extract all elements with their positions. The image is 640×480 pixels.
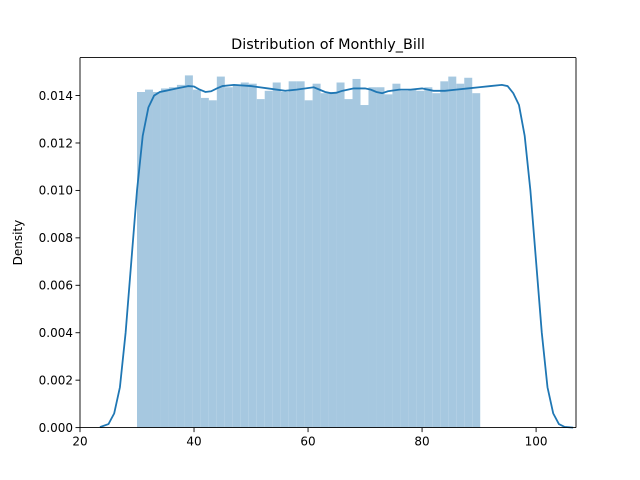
y-tick-label: 0.014 [39,89,73,103]
y-tick-label: 0.002 [39,373,73,387]
histogram-bar [416,90,425,428]
histogram-bar [304,100,313,428]
histogram-bar [200,97,209,428]
histogram-bar [312,83,321,428]
histogram-bar [464,77,473,428]
x-tick-label: 40 [186,435,201,449]
axes-frame [79,57,577,429]
histogram-bar [376,87,385,428]
histogram-bar [296,81,305,428]
y-tick-label: 0.004 [39,326,73,340]
histogram-bar [137,91,145,428]
chart-title: Distribution of Monthly_Bill [231,37,425,53]
histogram-bar [424,87,433,428]
y-axis-ticks: 0.000 0.002 0.004 0.006 0.008 0.010 0.012 0.014 [39,89,80,435]
x-tick-label: 80 [414,435,429,449]
y-tick-label: 0.006 [39,279,73,293]
histogram-bar [408,89,417,428]
histogram-bar [224,87,233,428]
histogram-bars [137,75,481,428]
histogram-bar [192,89,201,428]
histogram-bar [320,93,329,428]
histogram-bar [168,87,177,428]
histogram-bar [456,83,465,428]
histogram-bar [216,76,225,428]
histogram-bar [440,81,449,428]
histogram-bar [472,93,481,428]
histogram-bar [144,89,153,428]
histogram-bar [240,82,249,428]
x-tick-label: 60 [300,435,315,449]
y-tick-label: 0.008 [39,231,73,245]
histogram-bar [248,83,257,428]
x-axis-ticks: 20 40 60 80 100 [72,427,548,449]
histogram-bar [368,87,377,428]
histogram-bar [208,100,217,428]
histogram-bar [256,99,265,428]
y-axis-label: Density [11,220,25,266]
histogram-bar [184,75,193,428]
histogram-bar [384,94,393,428]
histogram-bar [360,105,369,428]
histogram-bar [352,78,361,428]
histogram-bar [272,82,281,428]
histogram-bar [288,81,297,428]
histogram-bar [160,88,169,428]
histogram-bar [344,99,353,428]
kde-curve [99,83,574,429]
histogram-bar [328,91,337,428]
y-tick-label: 0.010 [39,184,73,198]
histogram-bar [448,76,457,428]
histogram-bar [400,90,409,428]
y-tick-label: 0.000 [39,421,73,435]
histogram-bar [392,83,401,428]
histogram-bar [336,82,345,428]
y-tick-label: 0.012 [39,136,73,150]
x-tick-label: 20 [72,435,87,449]
histogram-bar [232,84,241,428]
histogram-bar [152,91,161,428]
histogram-bar [432,93,441,428]
histogram-bar [280,91,289,428]
histogram-bar [264,90,273,428]
x-tick-label: 100 [525,435,548,449]
histogram-bar [176,84,185,428]
